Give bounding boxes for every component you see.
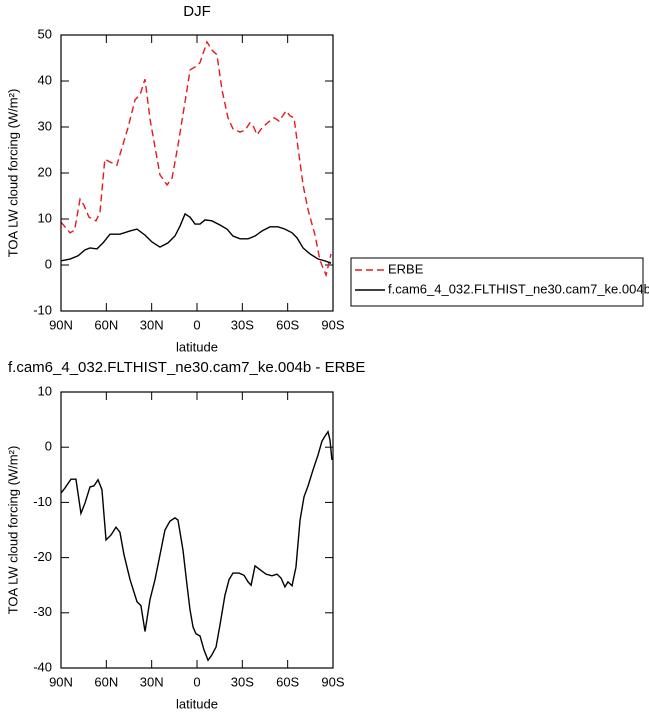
legend-box (350, 257, 644, 307)
y-tick-label: 10 (38, 383, 52, 398)
y-tick-label: -30 (33, 604, 52, 619)
chart-title: DJF (183, 3, 211, 20)
y-tick-label: 20 (38, 164, 52, 179)
x-tick-label: 60S (276, 317, 299, 332)
x-tick-label: 60N (94, 317, 118, 332)
x-tick-label: 30N (140, 674, 164, 689)
x-tick-label: 0 (193, 674, 200, 689)
y-axis-label: TOA LW cloud forcing (W/m²) (5, 89, 20, 258)
y-tick-label: -10 (33, 494, 52, 509)
y-tick-label: 0 (45, 439, 52, 454)
x-tick-label: 30S (231, 674, 254, 689)
x-tick-label: 90S (321, 317, 344, 332)
plot-frame (60, 34, 334, 312)
y-tick-label: 10 (38, 210, 52, 225)
x-tick-label: 30S (231, 317, 254, 332)
data-line (60, 430, 333, 662)
y-tick-label: 40 (38, 72, 52, 87)
x-tick-label: 30N (140, 317, 164, 332)
legend-label: ERBE (388, 261, 424, 276)
x-tick-label: 60N (94, 674, 118, 689)
y-tick-label: -10 (33, 302, 52, 317)
y-tick-label: 50 (38, 26, 52, 41)
y-tick-label: -40 (33, 659, 52, 674)
x-tick-label: 90N (49, 317, 73, 332)
x-axis-label: latitude (176, 696, 218, 711)
x-tick-label: 60S (276, 674, 299, 689)
legend-label: f.cam6_4_032.FLTHIST_ne30.cam7_ke.004b (388, 281, 649, 296)
y-axis-label: TOA LW cloud forcing (W/m²) (5, 446, 20, 615)
plot-frame (60, 391, 334, 669)
x-tick-label: 90N (49, 674, 73, 689)
y-tick-label: 30 (38, 118, 52, 133)
y-tick-label: -20 (33, 549, 52, 564)
x-tick-label: 0 (193, 317, 200, 332)
x-tick-label: 90S (321, 674, 344, 689)
data-line (60, 212, 332, 264)
y-tick-label: 0 (45, 256, 52, 271)
chart-title: f.cam6_4_032.FLTHIST_ne30.cam7_ke.004b -… (8, 359, 365, 376)
x-axis-label: latitude (176, 339, 218, 354)
data-line (60, 40, 332, 278)
